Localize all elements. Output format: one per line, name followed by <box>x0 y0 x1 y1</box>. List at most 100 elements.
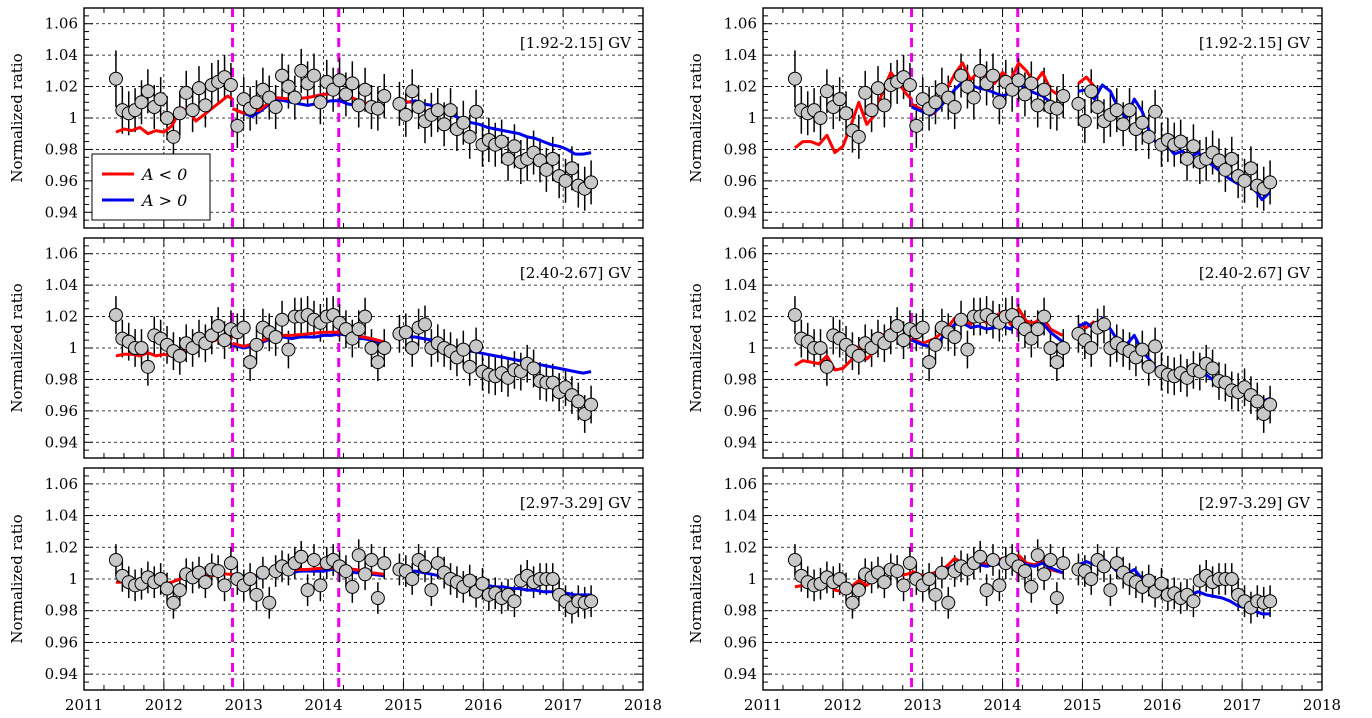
data-point <box>832 92 847 107</box>
panel-left-3: 0.94 0.96 0.98 1 1.02 1.04 1.06 2011 2012 2013 201… <box>8 467 662 714</box>
plot-area <box>108 296 599 433</box>
series-line-a-positive <box>1078 83 1272 202</box>
y-tick-label: 0.98 <box>724 370 757 388</box>
y-axis-label: Normalized ratio <box>687 283 705 412</box>
y-tick-label: 0.98 <box>724 602 757 620</box>
data-point <box>1043 552 1058 567</box>
data-point <box>558 173 573 188</box>
data-point <box>198 98 213 113</box>
rigidity-label-background <box>1194 32 1316 54</box>
y-tick-label: 1 <box>747 109 757 127</box>
data-point <box>153 92 168 107</box>
y-tick-label: 1.04 <box>45 46 78 64</box>
plot-area <box>108 48 599 211</box>
data-point <box>172 348 187 363</box>
data-point <box>501 151 516 166</box>
x-tick-label: 2015 <box>384 696 422 714</box>
data-point <box>1148 339 1163 354</box>
data-point <box>108 71 123 86</box>
rigidity-label-background <box>515 492 637 514</box>
data-point <box>954 312 969 327</box>
data-point <box>1173 134 1188 149</box>
data-point <box>1056 556 1071 571</box>
data-point <box>1186 139 1201 154</box>
series-line-a-positive <box>399 335 592 375</box>
data-point <box>1109 103 1124 118</box>
y-tick-label: 0.98 <box>45 602 78 620</box>
data-point <box>249 95 264 110</box>
data-point <box>890 564 905 579</box>
data-point <box>934 565 949 580</box>
data-point <box>255 565 270 580</box>
data-point <box>443 103 458 118</box>
data-point <box>494 134 509 149</box>
data-point <box>281 342 296 357</box>
data-point <box>564 161 579 176</box>
data-point <box>358 82 373 97</box>
data-point <box>1043 341 1058 355</box>
data-point <box>1218 162 1233 177</box>
data-point <box>545 572 560 586</box>
data-point <box>262 595 277 610</box>
y-tick-label: 1.04 <box>724 276 757 294</box>
rigidity-label: [2.40-2.67] GV <box>1199 264 1311 282</box>
data-point <box>1224 572 1239 586</box>
data-point <box>1056 89 1071 103</box>
y-tick-label: 0.96 <box>45 633 78 651</box>
y-axis-label: Normalized ratio <box>8 53 26 182</box>
y-tick-label: 1.04 <box>45 276 78 294</box>
data-point <box>973 549 988 564</box>
data-point <box>294 63 309 78</box>
data-point <box>417 317 432 332</box>
panel-right-3: 0.94 0.96 0.98 1 1.02 1.04 1.06 2011 2012 2013 201… <box>687 467 1341 714</box>
y-tick-label: 1 <box>68 339 78 357</box>
data-point <box>539 162 554 177</box>
rigidity-label-background <box>515 32 637 54</box>
y-tick-label: 1 <box>68 570 78 588</box>
data-point <box>819 359 834 374</box>
data-point <box>191 565 206 580</box>
data-point <box>1084 84 1099 99</box>
data-point <box>377 556 392 571</box>
data-point <box>960 342 975 357</box>
data-point <box>584 594 599 609</box>
data-point <box>268 330 283 344</box>
data-point <box>571 394 586 409</box>
y-tick-label: 0.98 <box>45 140 78 158</box>
rigidity-label: [2.97-3.29] GV <box>1199 494 1311 512</box>
x-tick-label: 2011 <box>65 696 103 714</box>
data-point <box>1024 76 1039 91</box>
data-point <box>1263 594 1278 609</box>
x-tick-label: 2017 <box>1223 696 1261 714</box>
data-point <box>1135 342 1150 357</box>
data-point <box>313 95 328 110</box>
y-tick-label: 0.94 <box>724 203 757 221</box>
data-point <box>1096 317 1111 332</box>
data-point <box>370 355 385 370</box>
data-point <box>787 71 802 86</box>
data-point <box>230 118 245 133</box>
data-point <box>1049 355 1064 370</box>
y-tick-label: 1.02 <box>724 538 757 556</box>
data-point <box>985 552 1000 567</box>
plot-area <box>787 296 1278 433</box>
data-point <box>134 95 149 110</box>
rigidity-label: [2.97-3.29] GV <box>520 494 632 512</box>
data-point <box>584 175 599 190</box>
y-tick-label: 1.06 <box>45 15 78 33</box>
data-point <box>185 103 200 118</box>
legend: A < 0 A > 0 <box>91 153 211 221</box>
data-point <box>960 79 975 94</box>
data-point <box>851 583 866 598</box>
data-point <box>1122 103 1137 118</box>
data-point <box>787 552 802 567</box>
data-point <box>851 348 866 363</box>
data-point <box>839 106 854 121</box>
data-point <box>332 73 347 88</box>
data-point <box>351 98 366 113</box>
data-point <box>1154 576 1169 591</box>
data-point <box>922 355 937 370</box>
legend-label: A < 0 <box>140 165 187 184</box>
data-point <box>462 359 477 374</box>
y-tick-label: 0.96 <box>724 402 757 420</box>
